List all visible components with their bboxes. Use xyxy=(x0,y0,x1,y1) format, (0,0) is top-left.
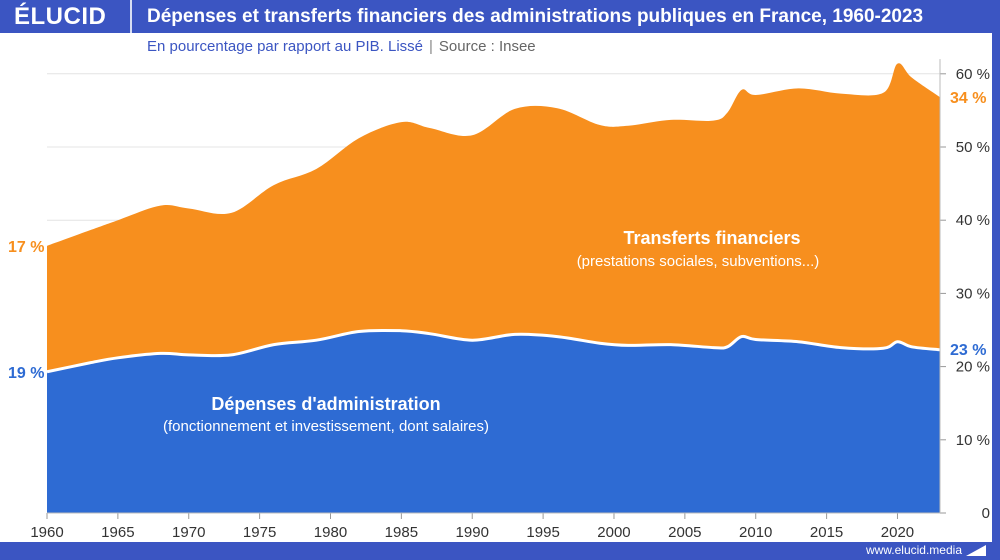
x-tick-label: 2015 xyxy=(810,524,843,541)
chart-subtitle: En pourcentage par rapport au PIB. Lissé… xyxy=(147,38,536,55)
x-tick-label: 1980 xyxy=(314,524,347,541)
x-tick-label: 2020 xyxy=(881,524,914,541)
x-tick-label: 1985 xyxy=(385,524,418,541)
chart-title: Dépenses et transferts financiers des ad… xyxy=(147,6,924,27)
footer-url: www.elucid.media xyxy=(865,543,962,557)
boundary-line xyxy=(46,328,941,374)
subtitle-text: En pourcentage par rapport au PIB. Lissé xyxy=(147,38,424,55)
x-tick-label: 2000 xyxy=(597,524,630,541)
y-tick-label: 20 % xyxy=(956,359,990,376)
y-tick-label: 10 % xyxy=(956,432,990,449)
transferts-label: Transferts financiers xyxy=(623,228,800,248)
x-tick-label: 1995 xyxy=(526,524,559,541)
administration-sublabel: (fonctionnement et investissement, dont … xyxy=(163,418,489,435)
x-tick-label: 1975 xyxy=(243,524,276,541)
y-tick-label: 60 % xyxy=(956,66,990,83)
x-tick-label: 2005 xyxy=(668,524,701,541)
frame-right xyxy=(992,33,1000,560)
y-tick-label: 50 % xyxy=(956,139,990,156)
header-divider xyxy=(130,0,132,33)
elucid-mark-icon xyxy=(966,545,986,556)
transferts-start-label: 17 % xyxy=(8,239,44,256)
source-text: Source : Insee xyxy=(438,38,536,55)
administration-start-label: 19 % xyxy=(8,365,44,382)
footer-bar: www.elucid.media xyxy=(0,542,1000,560)
x-tick-label: 1970 xyxy=(172,524,205,541)
y-tick-label: 0 xyxy=(982,505,990,522)
transferts-end-label: 34 % xyxy=(950,90,986,107)
x-tick-label: 1960 xyxy=(30,524,63,541)
administration-area xyxy=(47,330,940,513)
transferts-sublabel: (prestations sociales, subventions...) xyxy=(577,253,820,270)
y-tick-label: 30 % xyxy=(956,285,990,302)
elucid-logo: ÉLUCID xyxy=(14,3,107,30)
y-tick-label: 40 % xyxy=(956,212,990,229)
administration-end-label: 23 % xyxy=(950,342,986,359)
x-tick-label: 1990 xyxy=(456,524,489,541)
x-tick-label: 2010 xyxy=(739,524,772,541)
transferts-area xyxy=(47,63,940,372)
administration-label: Dépenses d'administration xyxy=(211,394,440,414)
subtitle-separator: | xyxy=(429,38,433,55)
header-bar: ÉLUCID Dépenses et transferts financiers… xyxy=(0,0,1000,33)
x-tick-label: 1965 xyxy=(101,524,134,541)
